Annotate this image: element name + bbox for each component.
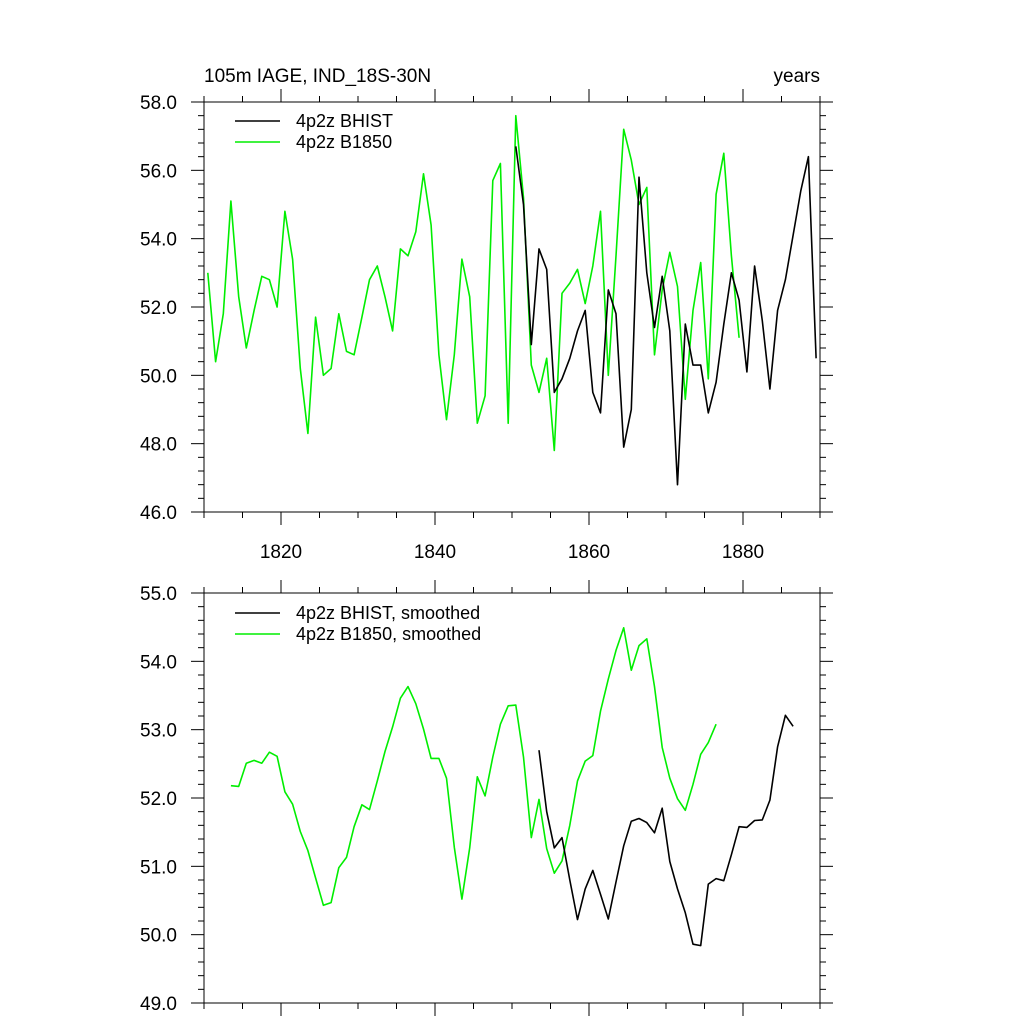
y-tick-label: 51.0 bbox=[140, 857, 177, 878]
y-tick-label: 52.0 bbox=[140, 298, 177, 319]
x-tick-label: 1860 bbox=[568, 542, 610, 563]
plot-frame bbox=[203, 592, 821, 1004]
chart-title-left: 105m IAGE, IND_18S-30N bbox=[204, 66, 431, 87]
legend-label: 4p2z B1850 bbox=[296, 132, 392, 152]
series-line-bhist bbox=[538, 714, 794, 947]
top-panel: 1820 1840 1860 1880 46.0 48.0 50.0 52.0 54.0 56.0… bbox=[140, 89, 833, 563]
legend-label: 4p2z BHIST bbox=[296, 111, 393, 131]
y-tick-label: 58.0 bbox=[140, 93, 177, 114]
bottom-panel: 49.0 50.0 51.0 52.0 53.0 54.0 55.0 4p2z BHIST, … bbox=[140, 580, 833, 1016]
y-tick-label: 54.0 bbox=[140, 230, 177, 251]
y-tick-label: 56.0 bbox=[140, 161, 177, 182]
y-tick-label: 55.0 bbox=[140, 584, 177, 605]
series-line-b1850 bbox=[230, 626, 717, 907]
y-tick-label: 54.0 bbox=[140, 652, 177, 673]
y-tick-label: 52.0 bbox=[140, 789, 177, 810]
legend-label: 4p2z BHIST, smoothed bbox=[296, 603, 480, 623]
chart-title-right: years bbox=[774, 66, 820, 87]
y-tick-label: 50.0 bbox=[140, 366, 177, 387]
series-line-bhist bbox=[515, 146, 817, 486]
y-tick-label: 49.0 bbox=[140, 994, 177, 1015]
y-tick-label: 53.0 bbox=[140, 721, 177, 742]
y-tick-label: 50.0 bbox=[140, 926, 177, 947]
x-tick-label: 1820 bbox=[260, 542, 302, 563]
x-tick-label: 1880 bbox=[722, 542, 764, 563]
series-line-b1850 bbox=[207, 114, 740, 452]
legend-label: 4p2z B1850, smoothed bbox=[296, 624, 481, 644]
y-tick-label: 48.0 bbox=[140, 435, 177, 456]
y-tick-label: 46.0 bbox=[140, 503, 177, 524]
x-tick-label: 1840 bbox=[414, 542, 456, 563]
